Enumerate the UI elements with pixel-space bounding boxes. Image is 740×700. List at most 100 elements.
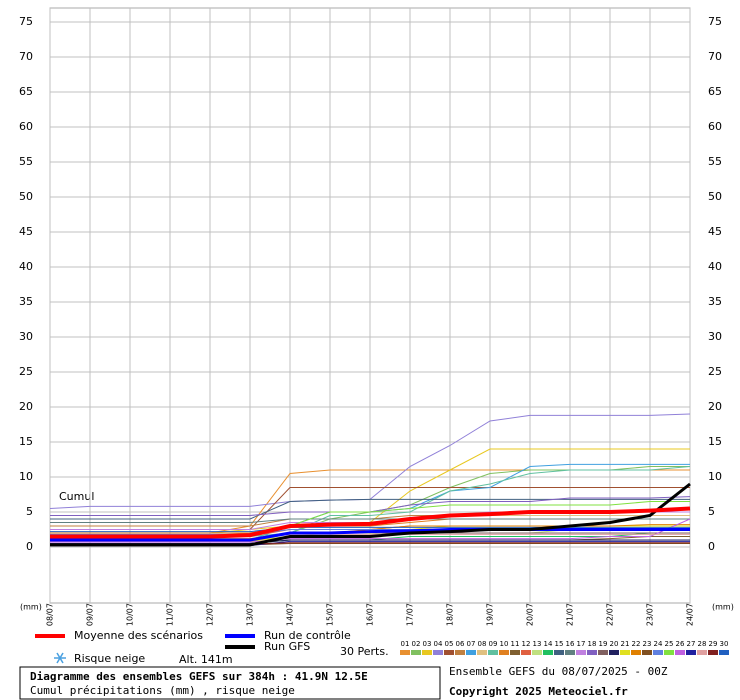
legend-label: 26	[676, 640, 685, 648]
legend-swatch	[719, 650, 729, 655]
legend-label: 30	[720, 640, 729, 648]
legend-label: 07	[467, 640, 476, 648]
unit-label: (mm)	[712, 603, 734, 612]
legend-swatch	[455, 650, 465, 655]
legend-label: 12	[522, 640, 531, 648]
y-tick-label: 45	[708, 225, 722, 238]
legend-swatch	[35, 634, 65, 638]
copyright: Copyright 2025 Meteociel.fr	[449, 685, 628, 698]
legend-swatch	[433, 650, 443, 655]
legend-label: 18	[588, 640, 597, 648]
y-tick-label: 55	[19, 155, 33, 168]
series-line	[50, 506, 691, 539]
legend-swatch	[411, 650, 421, 655]
info-box	[19, 666, 441, 700]
legend-label: 25	[665, 640, 674, 648]
legend-label: 09	[489, 640, 498, 648]
legend-swatch	[510, 650, 520, 655]
y-tick-label: 10	[19, 470, 33, 483]
x-tick-label: 12/07	[206, 603, 215, 626]
perts-label: 30 Perts.	[340, 645, 389, 658]
x-tick-label: 22/07	[606, 603, 615, 626]
legend-label: 08	[478, 640, 487, 648]
y-tick-label: 0	[26, 540, 33, 553]
legend-label: 24	[654, 640, 663, 648]
y-tick-label: 35	[19, 295, 33, 308]
x-tick-label: 18/07	[446, 603, 455, 626]
y-tick-label: 70	[19, 50, 33, 63]
legend-swatch	[609, 650, 619, 655]
legend-label: Moyenne des scénarios	[74, 629, 203, 642]
x-tick-label: 09/07	[86, 603, 95, 626]
legend-swatch	[576, 650, 586, 655]
legend-swatch	[554, 650, 564, 655]
legend-swatch	[686, 650, 696, 655]
member-line	[50, 498, 690, 520]
legend-label: 01	[401, 640, 410, 648]
legend-swatch	[631, 650, 641, 655]
legend-label: 17	[577, 640, 586, 648]
y-tick-label: 15	[19, 435, 33, 448]
y-tick-label: 20	[708, 400, 722, 413]
legend-label: 10	[500, 640, 509, 648]
diagram-subtitle: Cumul précipitations (mm) , risque neige	[30, 684, 295, 697]
legend-swatch	[565, 650, 575, 655]
legend-swatch	[499, 650, 509, 655]
y-tick-label: 5	[26, 505, 33, 518]
legend-label: 27	[687, 640, 696, 648]
y-tick-label: 65	[19, 85, 33, 98]
legend-swatch	[532, 650, 542, 655]
cumul-label: Cumul	[59, 490, 94, 503]
y-tick-label: 75	[19, 15, 33, 28]
y-tick-label: 65	[708, 85, 722, 98]
y-tick-label: 35	[708, 295, 722, 308]
series-line	[50, 482, 691, 547]
legend-swatch	[697, 650, 707, 655]
legend-swatch	[653, 650, 663, 655]
legend-label: 16	[566, 640, 575, 648]
y-tick-label: 25	[19, 365, 33, 378]
y-tick-label: 10	[708, 470, 722, 483]
legend-swatch	[466, 650, 476, 655]
y-tick-label: 30	[708, 330, 722, 343]
y-tick-label: 40	[19, 260, 33, 273]
member-line	[50, 526, 690, 533]
legend-swatch	[400, 650, 410, 655]
legend-label: 03	[423, 640, 432, 648]
x-tick-label: 14/07	[286, 603, 295, 626]
legend-label: 19	[599, 640, 608, 648]
legend-swatch	[587, 650, 597, 655]
y-tick-label: 15	[708, 435, 722, 448]
legend-swatch	[620, 650, 630, 655]
legend-label: 14	[544, 640, 553, 648]
x-tick-label: 23/07	[646, 603, 655, 626]
x-tick-label: 17/07	[406, 603, 415, 626]
x-tick-label: 08/07	[46, 603, 55, 626]
legend-label: 28	[698, 640, 707, 648]
y-tick-label: 30	[19, 330, 33, 343]
y-tick-label: 45	[19, 225, 33, 238]
x-tick-label: 16/07	[366, 603, 375, 626]
y-tick-label: 60	[708, 120, 722, 133]
legend-label: Run GFS	[264, 640, 310, 653]
legend-label: 06	[456, 640, 465, 648]
member-line	[50, 518, 690, 523]
y-tick-label: 60	[19, 120, 33, 133]
legend-label: 21	[621, 640, 630, 648]
y-tick-label: 55	[708, 155, 722, 168]
legend-label: 23	[643, 640, 652, 648]
run-info: Ensemble GEFS du 08/07/2025 - 00Z	[449, 665, 668, 678]
legend-swatch	[488, 650, 498, 655]
series-line	[50, 528, 690, 542]
y-tick-label: 75	[708, 15, 722, 28]
y-tick-label: 0	[708, 540, 715, 553]
legend-label: 13	[533, 640, 542, 648]
unit-label: (mm)	[20, 603, 42, 612]
x-tick-label: 15/07	[326, 603, 335, 626]
y-tick-label: 50	[708, 190, 722, 203]
member-line	[50, 518, 691, 543]
y-tick-label: 5	[708, 505, 715, 518]
legend-label: Run de contrôle	[264, 629, 351, 642]
legend-label: 04	[434, 640, 443, 648]
